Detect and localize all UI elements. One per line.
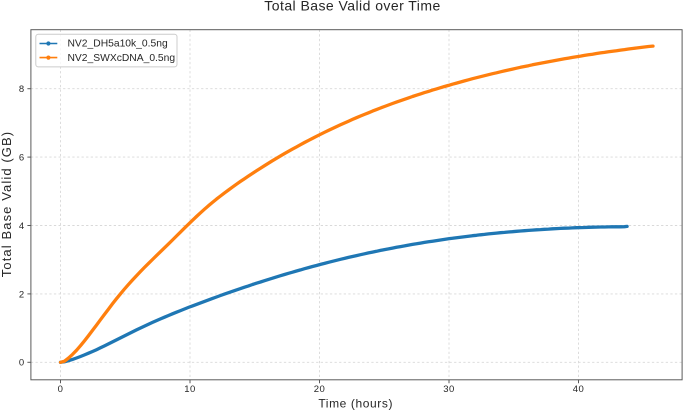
svg-text:0: 0 <box>58 384 64 395</box>
svg-text:40: 40 <box>573 384 585 395</box>
svg-text:8: 8 <box>19 84 24 95</box>
svg-text:10: 10 <box>184 384 196 395</box>
svg-text:NV2_DH5a10k_0.5ng: NV2_DH5a10k_0.5ng <box>68 38 168 49</box>
svg-text:Time (hours): Time (hours) <box>318 397 393 411</box>
svg-text:Total Base Valid over Time: Total Base Valid over Time <box>264 0 440 14</box>
svg-text:20: 20 <box>314 384 326 395</box>
svg-text:6: 6 <box>19 153 24 164</box>
svg-text:4: 4 <box>19 221 24 232</box>
svg-text:30: 30 <box>443 384 455 395</box>
svg-text:NV2_SWXcDNA_0.5ng: NV2_SWXcDNA_0.5ng <box>68 53 176 64</box>
svg-text:Total Base Valid (GB): Total Base Valid (GB) <box>0 131 14 277</box>
svg-text:2: 2 <box>19 289 24 300</box>
svg-text:0: 0 <box>19 358 24 369</box>
